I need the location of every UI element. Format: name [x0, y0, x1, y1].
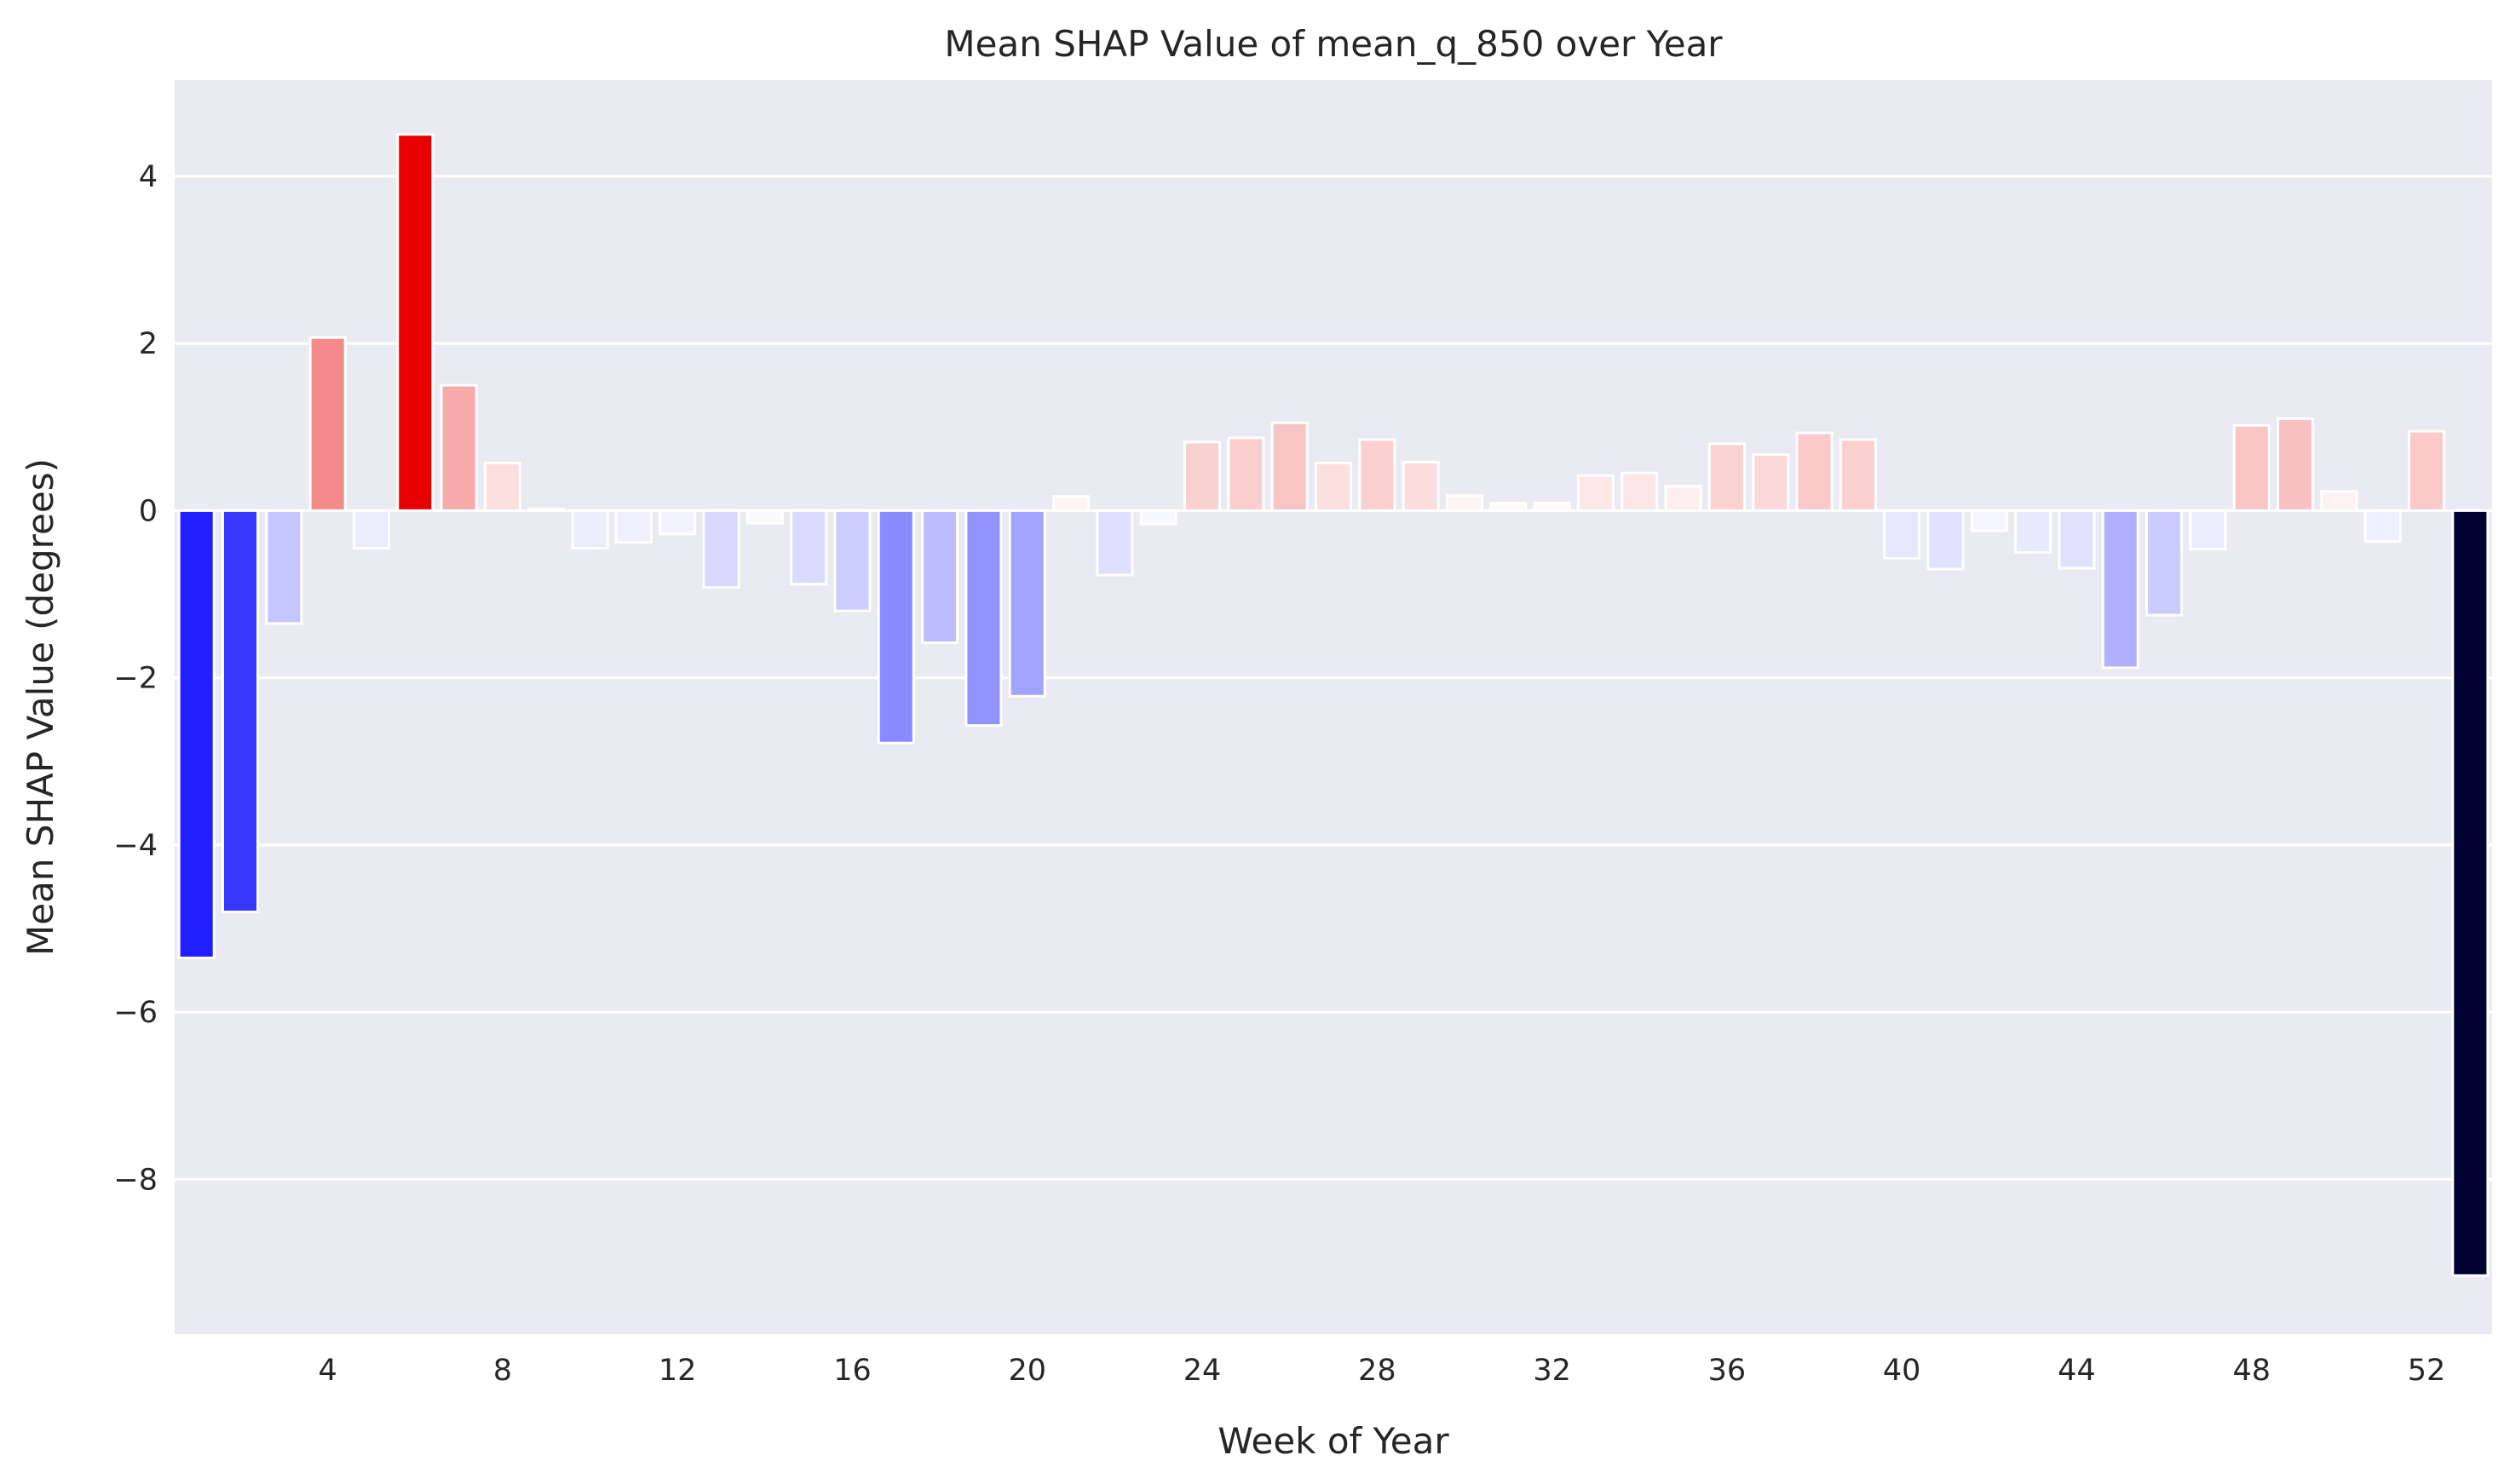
x-tick-label: 20	[1008, 1354, 1046, 1388]
bar-week-4	[308, 336, 347, 512]
bar-week-22	[1096, 509, 1134, 577]
y-tick-label: −8	[113, 1163, 158, 1197]
x-tick-label: 28	[1358, 1354, 1396, 1388]
bar-week-25	[1227, 436, 1265, 512]
bar-week-5	[352, 509, 390, 550]
bar-week-20	[1008, 509, 1046, 698]
y-tick-label: 0	[139, 494, 158, 528]
bar-week-17	[877, 509, 915, 745]
x-tick-labels: 4 8 12 16 20 24 28 32 36 40 44 48 52	[318, 1354, 2445, 1388]
bar-week-37	[1752, 453, 1790, 512]
x-tick-label: 36	[1708, 1354, 1747, 1388]
x-tick-label: 12	[659, 1354, 697, 1388]
bar-week-31	[1489, 502, 1528, 512]
bar-week-41	[1926, 509, 1965, 571]
bar-week-39	[1839, 438, 1877, 512]
bar-week-36	[1707, 442, 1746, 512]
x-tick-label: 44	[2058, 1354, 2096, 1388]
y-tick-labels: −8 −6 −4 −2 0 2 4	[113, 160, 158, 1198]
bar-week-45	[2101, 509, 2139, 670]
bar-week-48	[2232, 423, 2271, 512]
bar-week-38	[1795, 431, 1834, 512]
bar-week-13	[702, 509, 740, 590]
bar-week-6	[396, 133, 435, 512]
bar-week-26	[1270, 421, 1309, 512]
bar-week-47	[2189, 509, 2227, 551]
x-tick-label: 52	[2408, 1354, 2446, 1388]
bar-week-19	[964, 509, 1003, 728]
bar-week-30	[1445, 494, 1483, 512]
bars	[177, 133, 2490, 1277]
bar-week-46	[2145, 509, 2184, 617]
y-tick-label: 4	[139, 160, 158, 194]
bar-week-16	[833, 509, 872, 613]
bar-week-8	[483, 461, 521, 512]
bar-week-1	[177, 509, 216, 959]
bar-week-44	[2058, 509, 2096, 570]
bar-week-27	[1314, 461, 1353, 512]
bar-week-40	[1883, 509, 1921, 560]
bar-week-29	[1402, 460, 1440, 512]
x-tick-label: 48	[2232, 1354, 2271, 1388]
y-tick-label: −6	[113, 996, 158, 1030]
bar-week-43	[2014, 509, 2052, 554]
bar-week-51	[2363, 509, 2402, 544]
bar-week-9	[527, 507, 566, 512]
x-tick-label: 16	[833, 1354, 872, 1388]
bar-week-23	[1139, 509, 1177, 526]
x-axis-label: Week of Year	[1218, 1420, 1449, 1462]
bar-week-53	[2451, 509, 2490, 1277]
x-tick-label: 32	[1533, 1354, 1571, 1388]
bar-week-49	[2277, 417, 2315, 512]
bar-week-12	[659, 509, 697, 536]
bar-week-52	[2407, 429, 2446, 512]
y-tick-label: −2	[113, 662, 158, 696]
bar-week-21	[1052, 495, 1091, 512]
y-tick-label: −4	[113, 829, 158, 863]
x-tick-label: 24	[1183, 1354, 1222, 1388]
bar-week-42	[1970, 509, 2008, 532]
bar-week-14	[746, 509, 784, 525]
x-tick-label: 4	[318, 1354, 337, 1388]
bar-week-24	[1183, 440, 1222, 512]
bar-week-50	[2320, 490, 2358, 512]
y-tick-label: 2	[139, 327, 158, 361]
bar-week-28	[1358, 438, 1396, 512]
y-axis-label: Mean SHAP Value (degrees)	[20, 458, 61, 956]
bar-week-34	[1621, 471, 1659, 512]
x-tick-label: 40	[1883, 1354, 1921, 1388]
bar-week-15	[790, 509, 828, 586]
x-tick-label: 8	[493, 1354, 512, 1388]
bar-week-10	[571, 509, 609, 550]
chart-title: Mean SHAP Value of mean_q_850 over Year	[944, 23, 1723, 65]
bar-week-3	[265, 509, 303, 625]
plot-background	[175, 80, 2492, 1334]
bar-week-2	[221, 509, 260, 913]
bar-week-35	[1664, 485, 1702, 512]
bar-week-18	[921, 509, 959, 644]
bar-week-33	[1576, 474, 1615, 512]
bar-week-32	[1533, 502, 1571, 512]
bar-week-11	[614, 509, 653, 544]
bar-week-7	[440, 383, 478, 512]
